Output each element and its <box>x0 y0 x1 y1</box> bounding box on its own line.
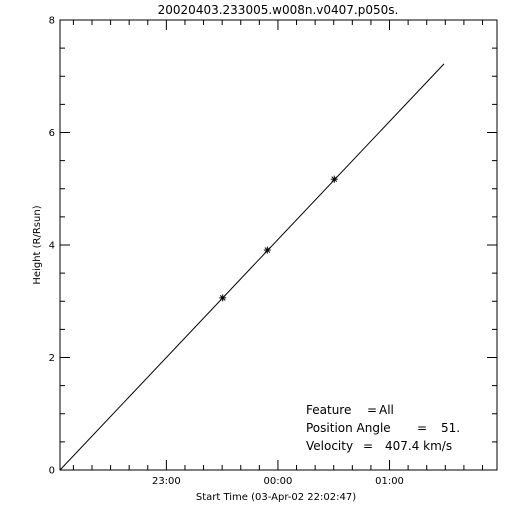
y-tick-labels: 0 2 4 6 8 <box>49 16 55 477</box>
y-tick-label: 2 <box>49 353 55 364</box>
x-tick-label: 23:00 <box>152 476 181 487</box>
y-tick-label: 4 <box>49 241 55 252</box>
x-tick-label: 00:00 <box>264 476 293 487</box>
data-point-stroke <box>264 247 271 253</box>
y-tick-label: 6 <box>49 128 55 139</box>
plot-frame <box>59 19 498 471</box>
y-tick-label: 0 <box>49 466 55 477</box>
fit-line <box>59 63 445 471</box>
annotation-separator: = <box>363 439 373 453</box>
axis-ticks <box>60 19 497 471</box>
data-point <box>263 246 271 254</box>
data-point <box>219 294 227 302</box>
annotation-label: Velocity <box>306 439 353 453</box>
x-tick-labels: 23:00 00:00 01:00 <box>152 476 404 487</box>
annotation-value: 407.4 km/s <box>385 439 452 453</box>
annotation-separator: = <box>367 403 377 417</box>
x-tick-label: 01:00 <box>375 476 404 487</box>
annotation-separator: = <box>417 421 427 435</box>
series-layer <box>59 63 445 471</box>
annotation-label: Position Angle <box>306 421 391 435</box>
annotation-value: All <box>379 403 394 417</box>
data-point-stroke <box>331 176 338 183</box>
data-point-stroke <box>219 295 226 301</box>
data-point <box>330 175 338 183</box>
annotation-label: Feature <box>306 403 351 417</box>
chart-title: 20020403.233005.w008n.v0407.p050s. <box>158 3 399 17</box>
x-axis-label: Start Time (03-Apr-02 22:02:47) <box>196 492 356 503</box>
y-tick-label: 8 <box>49 16 55 27</box>
y-axis-label: Height (R/Rsun) <box>32 205 43 284</box>
annotation-value: 51. <box>441 421 460 435</box>
